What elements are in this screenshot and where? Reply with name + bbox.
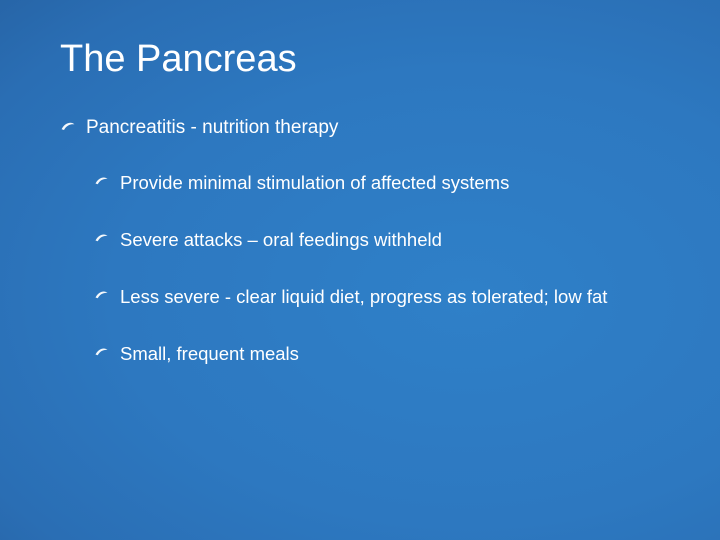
sub-bullet-item: Provide minimal stimulation of affected … bbox=[94, 171, 680, 196]
sub-bullet-text: Provide minimal stimulation of affected … bbox=[120, 172, 509, 193]
sub-bullet-item: Small, frequent meals bbox=[94, 342, 680, 367]
sub-bullet-text: Severe attacks – oral feedings withheld bbox=[120, 229, 442, 250]
slide: The Pancreas Pancreatitis - nutrition th… bbox=[0, 0, 720, 540]
bullet-text: Pancreatitis - nutrition therapy bbox=[86, 117, 338, 138]
slide-title: The Pancreas bbox=[60, 38, 680, 81]
bullet-item: Pancreatitis - nutrition therapy Provide… bbox=[60, 115, 680, 367]
sub-bullet-text: Less severe - clear liquid diet, progres… bbox=[120, 286, 607, 307]
sub-bullet-item: Severe attacks – oral feedings withheld bbox=[94, 228, 680, 253]
sub-bullet-item: Less severe - clear liquid diet, progres… bbox=[94, 285, 680, 310]
sub-bullet-list: Provide minimal stimulation of affected … bbox=[94, 171, 680, 367]
sub-bullet-text: Small, frequent meals bbox=[120, 343, 299, 364]
bullet-list: Pancreatitis - nutrition therapy Provide… bbox=[60, 115, 680, 367]
